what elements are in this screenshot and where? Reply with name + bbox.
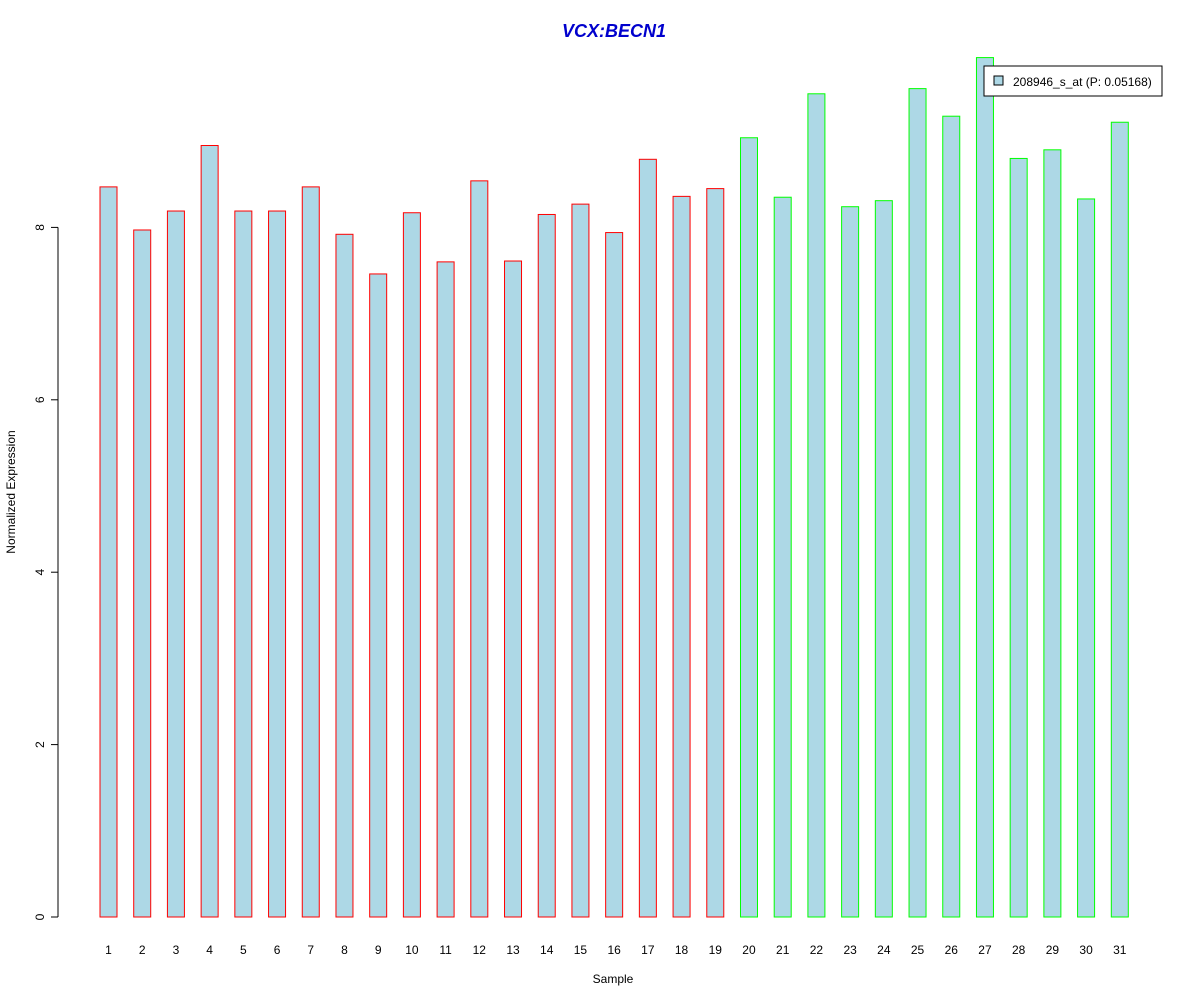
y-tick-label: 6 xyxy=(33,396,47,403)
bar-sample-7 xyxy=(301,186,320,918)
x-tick-label: 2 xyxy=(139,943,146,957)
x-tick-label: 16 xyxy=(607,943,621,957)
bar-sample-27 xyxy=(975,57,994,918)
x-tick-label: 7 xyxy=(307,943,314,957)
x-tick-label: 3 xyxy=(173,943,180,957)
bar-sample-15 xyxy=(571,203,590,918)
bar-sample-28 xyxy=(1009,157,1028,918)
x-axis: 1 2 3 4 5 6 7 8 9 10 11 12 13 14 15 16 17 18 19 20 21 22 23 24 2… xyxy=(105,943,1127,957)
bar-sample-16 xyxy=(605,232,624,918)
x-tick-label: 17 xyxy=(641,943,655,957)
x-tick-label: 25 xyxy=(911,943,925,957)
bar-sample-12 xyxy=(470,180,489,918)
x-tick-label: 28 xyxy=(1012,943,1026,957)
x-tick-label: 1 xyxy=(105,943,112,957)
bar-sample-19 xyxy=(706,188,725,918)
y-tick-label: 2 xyxy=(33,741,47,748)
legend-label: 208946_s_at (P: 0.05168) xyxy=(1013,75,1152,89)
bar-sample-21 xyxy=(773,196,792,918)
y-axis-title: Normalized Expression xyxy=(4,430,18,553)
x-tick-label: 12 xyxy=(473,943,487,957)
bar-sample-10 xyxy=(402,212,421,918)
x-tick-label: 21 xyxy=(776,943,790,957)
bar-sample-26 xyxy=(942,115,961,918)
bar-sample-5 xyxy=(234,210,253,918)
x-tick-label: 8 xyxy=(341,943,348,957)
x-tick-label: 14 xyxy=(540,943,554,957)
x-tick-label: 4 xyxy=(206,943,213,957)
x-tick-label: 18 xyxy=(675,943,689,957)
legend-box xyxy=(983,65,1163,97)
x-tick-label: 30 xyxy=(1079,943,1093,957)
x-tick-label: 19 xyxy=(709,943,723,957)
x-tick-label: 11 xyxy=(439,943,452,957)
legend: 208946_s_at (P: 0.05168) xyxy=(983,65,1163,97)
bar-sample-4 xyxy=(200,145,219,918)
bar-sample-14 xyxy=(537,213,556,918)
x-tick-label: 5 xyxy=(240,943,247,957)
bar-sample-23 xyxy=(841,206,860,918)
bar-sample-25 xyxy=(908,88,927,918)
x-tick-label: 10 xyxy=(405,943,419,957)
bar-sample-29 xyxy=(1043,149,1062,918)
bar-sample-1 xyxy=(99,186,118,918)
x-tick-label: 26 xyxy=(945,943,959,957)
bar-series xyxy=(99,57,1129,918)
x-tick-label: 24 xyxy=(877,943,891,957)
x-tick-label: 29 xyxy=(1046,943,1060,957)
x-tick-label: 22 xyxy=(810,943,824,957)
bar-sample-30 xyxy=(1077,198,1096,918)
y-tick-label: 4 xyxy=(33,569,47,576)
bar-sample-13 xyxy=(504,260,523,918)
legend-swatch xyxy=(993,75,1004,86)
bar-sample-11 xyxy=(436,261,455,918)
y-tick-label: 8 xyxy=(33,224,47,231)
chart-title: VCX:BECN1 xyxy=(562,21,666,41)
bar-sample-17 xyxy=(638,158,657,918)
bar-sample-22 xyxy=(807,93,826,918)
x-tick-label: 23 xyxy=(843,943,857,957)
bar-sample-6 xyxy=(268,210,287,918)
bar-sample-9 xyxy=(369,273,388,918)
x-tick-label: 13 xyxy=(506,943,520,957)
x-tick-label: 27 xyxy=(978,943,992,957)
x-axis-title: Sample xyxy=(593,972,634,986)
bar-sample-8 xyxy=(335,233,354,918)
bar-sample-31 xyxy=(1110,121,1129,918)
y-tick-label: 0 xyxy=(33,913,47,920)
bar-sample-18 xyxy=(672,195,691,918)
bar-sample-3 xyxy=(166,210,185,918)
y-axis: 0 2 4 6 8 xyxy=(33,224,59,920)
bar-sample-2 xyxy=(133,229,152,918)
x-tick-label: 9 xyxy=(375,943,382,957)
x-tick-label: 15 xyxy=(574,943,588,957)
x-tick-label: 20 xyxy=(742,943,756,957)
bar-sample-24 xyxy=(874,200,893,918)
bar-sample-20 xyxy=(739,137,758,918)
x-tick-label: 6 xyxy=(274,943,281,957)
x-tick-label: 31 xyxy=(1113,943,1127,957)
